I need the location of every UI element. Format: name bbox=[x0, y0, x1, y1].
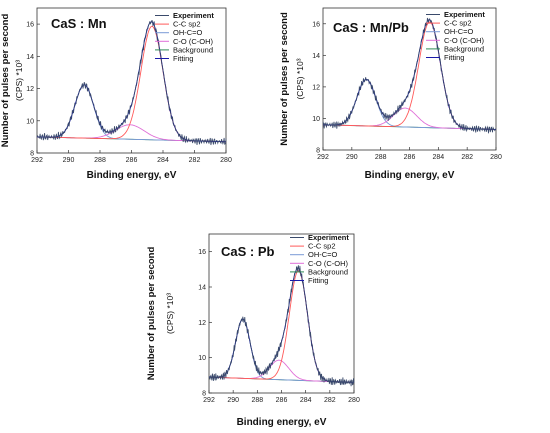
peak-oh-c-o bbox=[209, 318, 354, 383]
x-tick-label: 292 bbox=[317, 154, 329, 161]
x-tick-label: 292 bbox=[31, 157, 43, 164]
experiment-curve bbox=[322, 17, 497, 134]
y-tick-label: 8 bbox=[316, 148, 320, 155]
chart-cas-pb: 292 290 288 286 284 282 280 8 10 12 14 16 Binding en… bbox=[146, 233, 360, 428]
legend-label: OH-C=O bbox=[444, 27, 474, 36]
x-axis-label: Binding energy, eV bbox=[87, 170, 177, 181]
x-tick-label: 284 bbox=[432, 154, 444, 161]
legend-label: OH-C=O bbox=[173, 28, 203, 37]
fitting-curve bbox=[209, 267, 354, 383]
x-tick-label: 282 bbox=[461, 154, 473, 161]
legend-label: C-C sp2 bbox=[444, 19, 472, 28]
y-tick-label: 14 bbox=[198, 285, 206, 292]
legend-label: Fitting bbox=[308, 276, 328, 285]
x-tick-label: 284 bbox=[157, 157, 169, 164]
x-tick-label: 282 bbox=[189, 157, 201, 164]
x-tick-label: 292 bbox=[203, 397, 215, 404]
x-tick-label: 280 bbox=[490, 154, 502, 161]
peak-oh-c-o bbox=[37, 84, 226, 143]
peak-c-c-sp2 bbox=[209, 270, 354, 383]
legend-label: C-O (C-OH) bbox=[173, 37, 213, 46]
y-axis-unit: (CPS) *10³ bbox=[295, 58, 305, 99]
chart-title: CaS : Mn bbox=[51, 16, 107, 31]
chart-title: CaS : Mn/Pb bbox=[333, 20, 409, 35]
y-axis-label: Number of pulses per second bbox=[279, 12, 290, 146]
legend-label: C-C sp2 bbox=[308, 242, 336, 251]
peak-oh-c-o bbox=[323, 78, 496, 130]
x-axis-label: Binding energy, eV bbox=[365, 170, 455, 181]
y-tick-label: 12 bbox=[312, 84, 320, 91]
y-tick-label: 16 bbox=[26, 22, 34, 29]
y-tick-label: 12 bbox=[26, 86, 34, 93]
y-tick-label: 10 bbox=[198, 355, 206, 362]
y-tick-label: 10 bbox=[26, 118, 34, 125]
y-axis-unit: (CPS) *10³ bbox=[165, 293, 175, 334]
x-tick-label: 280 bbox=[348, 397, 360, 404]
x-tick-label: 290 bbox=[63, 157, 75, 164]
y-axis-unit: (CPS) *10³ bbox=[14, 60, 24, 101]
legend-label: Background bbox=[444, 44, 484, 53]
y-tick-label: 8 bbox=[30, 151, 34, 158]
x-tick-label: 290 bbox=[346, 154, 358, 161]
x-tick-label: 288 bbox=[375, 154, 387, 161]
legend-label: OH-C=O bbox=[308, 250, 338, 259]
x-tick-label: 282 bbox=[324, 397, 336, 404]
x-tick-label: 286 bbox=[404, 154, 416, 161]
legend-label: Fitting bbox=[444, 53, 464, 62]
peak-c-o-coh bbox=[323, 107, 496, 130]
chart-title: CaS : Pb bbox=[221, 244, 275, 259]
legend-label: Fitting bbox=[173, 54, 193, 63]
legend-label: Experiment bbox=[444, 10, 485, 19]
y-tick-label: 14 bbox=[26, 54, 34, 61]
y-tick-label: 12 bbox=[198, 320, 206, 327]
x-tick-label: 286 bbox=[276, 397, 288, 404]
chart-cas-mn-pb: 292 290 288 286 284 282 280 8 10 12 14 16 Binding en… bbox=[279, 7, 502, 181]
y-axis-label: Number of pulses per second bbox=[146, 247, 157, 381]
legend-label: C-O (C-OH) bbox=[308, 259, 348, 268]
y-tick-label: 16 bbox=[312, 21, 320, 28]
legend-label: C-O (C-OH) bbox=[444, 36, 484, 45]
x-axis-label: Binding energy, eV bbox=[237, 417, 327, 428]
legend-label: Background bbox=[173, 45, 213, 54]
y-axis-label: Number of pulses per second bbox=[0, 14, 11, 148]
experiment-curve bbox=[208, 265, 355, 387]
chart-cas-mn: 292 290 288 286 284 282 280 8 10 12 14 16 Binding en… bbox=[0, 7, 232, 181]
x-tick-label: 288 bbox=[94, 157, 106, 164]
x-tick-label: 280 bbox=[220, 157, 232, 164]
x-tick-label: 286 bbox=[126, 157, 138, 164]
y-tick-label: 10 bbox=[312, 116, 320, 123]
x-tick-label: 284 bbox=[300, 397, 312, 404]
x-tick-label: 290 bbox=[227, 397, 239, 404]
y-tick-label: 14 bbox=[312, 53, 320, 60]
legend-label: Background bbox=[308, 267, 348, 276]
y-tick-label: 8 bbox=[202, 391, 206, 398]
experiment-curve bbox=[36, 20, 227, 146]
x-tick-label: 288 bbox=[251, 397, 263, 404]
legend-label: Experiment bbox=[308, 233, 349, 242]
legend-label: C-C sp2 bbox=[173, 20, 201, 29]
legend-label: Experiment bbox=[173, 11, 214, 20]
y-tick-label: 16 bbox=[198, 249, 206, 256]
